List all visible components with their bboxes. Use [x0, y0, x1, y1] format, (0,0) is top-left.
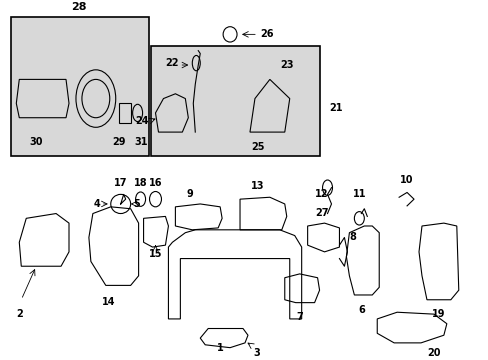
Bar: [11, 17, 148, 156]
Text: 26: 26: [260, 30, 273, 39]
Text: 5: 5: [133, 199, 140, 209]
Text: 31: 31: [135, 137, 148, 147]
Text: 28: 28: [71, 2, 86, 12]
Text: 14: 14: [102, 297, 115, 307]
Text: 2: 2: [16, 309, 22, 319]
Text: 6: 6: [357, 305, 364, 315]
Text: 30: 30: [29, 137, 43, 147]
Text: 1: 1: [216, 343, 223, 353]
Text: 13: 13: [251, 181, 264, 192]
Text: 22: 22: [164, 58, 178, 68]
Text: 11: 11: [352, 189, 366, 199]
Text: 27: 27: [314, 208, 327, 218]
Bar: [119, 103, 130, 122]
Text: 20: 20: [427, 348, 440, 358]
Text: 17: 17: [114, 178, 127, 188]
Text: 4: 4: [94, 199, 101, 209]
Text: 29: 29: [112, 137, 125, 147]
Text: 16: 16: [148, 178, 162, 188]
Text: 25: 25: [251, 142, 264, 152]
Text: 19: 19: [431, 309, 445, 319]
Text: 15: 15: [148, 249, 162, 259]
Text: 9: 9: [186, 189, 193, 199]
Text: 3: 3: [252, 348, 259, 358]
Text: 23: 23: [280, 60, 293, 70]
Text: 18: 18: [134, 178, 147, 188]
Bar: [150, 46, 319, 156]
Text: 21: 21: [329, 103, 342, 113]
Text: 24: 24: [135, 116, 148, 126]
Text: 10: 10: [400, 175, 413, 185]
Text: 7: 7: [296, 312, 303, 322]
Text: 8: 8: [349, 233, 356, 243]
Text: 12: 12: [314, 189, 327, 199]
